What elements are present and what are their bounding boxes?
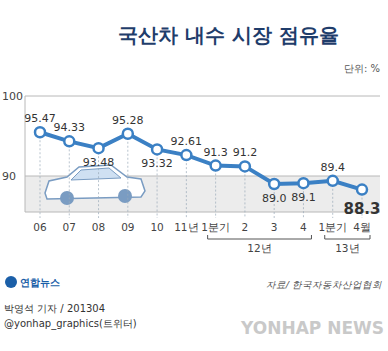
car-wheel [60, 191, 74, 205]
data-label: 91.2 [233, 146, 258, 159]
data-label: 93.48 [83, 156, 115, 169]
car-icon [45, 165, 145, 205]
x-tick-label: 4월 [353, 221, 371, 233]
y-tick-label: 100 [2, 90, 23, 103]
chart-root: 국산차 내수 시장 점유율단위: % 90 10095.4794.33 93.48 95… [0, 0, 388, 351]
x-tick-label: 07 [63, 221, 76, 233]
leader-line [244, 166, 245, 218]
data-label: 89.1 [291, 191, 316, 204]
car-window [71, 168, 121, 180]
logo-text: 연합뉴스 [20, 277, 60, 288]
point [181, 150, 191, 160]
group-bracket [325, 235, 370, 239]
point [298, 178, 308, 188]
title: 국산차 내수 시장 점유율 [118, 23, 339, 47]
data-label: 89.0 [262, 192, 287, 205]
line [40, 132, 362, 189]
point [357, 185, 367, 195]
group-label: 13년 [335, 242, 359, 254]
group-bracket [208, 235, 312, 239]
point [328, 176, 338, 186]
plot-area [35, 127, 367, 194]
credit: 박영석 기자 / 201304 [4, 303, 105, 314]
leader-line [69, 141, 70, 218]
leader-line [127, 134, 128, 218]
x-tick-label: 11년 [174, 221, 198, 233]
credit: @yonhap_graphics(트위터) [4, 318, 137, 330]
data-label: 93.32 [141, 157, 173, 170]
y-tick-label: 90 [2, 170, 16, 183]
leader-line [40, 132, 41, 218]
point [211, 161, 221, 171]
point [269, 179, 279, 189]
x-tick-label: 1분기 [318, 221, 347, 233]
data-label: 91.3 [203, 146, 228, 159]
leader-line [215, 166, 216, 218]
point [94, 143, 104, 153]
data-label: 95.47 [24, 112, 56, 125]
x-axis [25, 212, 380, 213]
data-label: 89.4 [320, 161, 345, 174]
source: 자료/ 한국자동차산업협회 [266, 279, 382, 290]
point [152, 144, 162, 154]
data-label: 88.3 [343, 200, 380, 218]
chart-svg: 국산차 내수 시장 점유율단위: % 90 10095.4794.33 93.48 95… [0, 0, 388, 351]
x-tick-label: 2 [242, 221, 249, 233]
point [240, 161, 250, 171]
logo-mark [5, 276, 17, 288]
group-label: 12년 [247, 242, 271, 254]
data-label: 94.33 [54, 121, 86, 134]
x-tick-label: 08 [92, 221, 105, 233]
car-wheel [118, 189, 132, 203]
x-tick-label: 3 [271, 221, 278, 233]
x-tick-label: 4 [300, 221, 307, 233]
point [35, 127, 45, 137]
x-tick-label: 06 [33, 221, 47, 233]
x-tick-label: 1분기 [201, 221, 230, 233]
watermark: YONHAP NEWS [240, 318, 384, 338]
grid-line [25, 96, 380, 97]
x-tick-label: 09 [121, 221, 134, 233]
unit-label: 단위: % [344, 63, 380, 74]
leader-line [186, 155, 187, 218]
data-label: 95.28 [112, 114, 144, 127]
data-label: 92.61 [171, 135, 203, 148]
point [64, 136, 74, 146]
x-tick-label: 10 [150, 221, 163, 233]
point [123, 129, 133, 139]
